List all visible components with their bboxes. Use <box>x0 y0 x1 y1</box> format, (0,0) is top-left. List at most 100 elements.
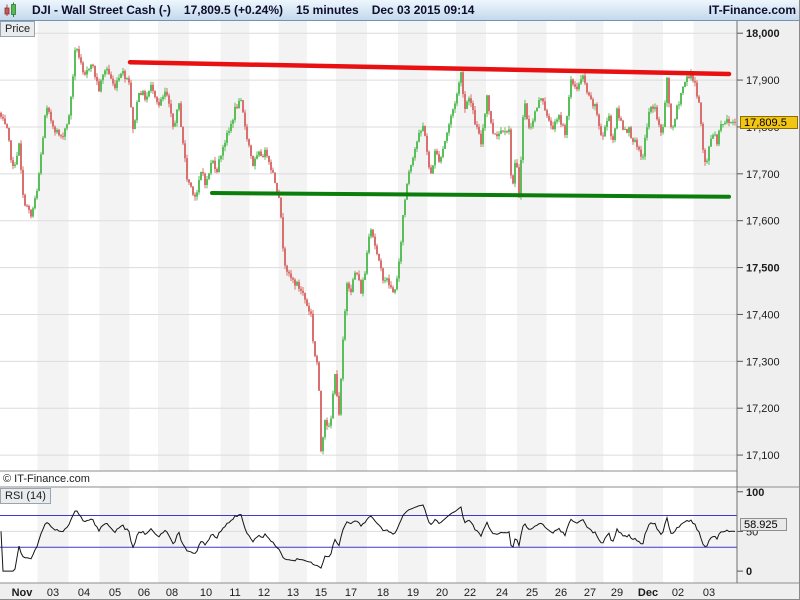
candle-body <box>162 96 164 100</box>
x-axis-label: Dec <box>638 587 658 599</box>
candle-body <box>56 129 58 133</box>
candle-body <box>620 118 622 121</box>
current-price-badge: 17,809.5 <box>740 115 798 129</box>
candle-body <box>556 119 558 122</box>
candle-body <box>302 290 304 294</box>
candle-body <box>150 84 152 92</box>
candle-body <box>540 98 542 101</box>
price-panel-tab[interactable]: Price <box>0 21 36 37</box>
candle-body <box>84 72 86 75</box>
candle-body <box>104 70 106 75</box>
y-tick-label: 17,600 <box>746 216 780 228</box>
candle-body <box>144 91 146 100</box>
candle-body <box>542 98 544 102</box>
candle-body <box>604 126 606 137</box>
candle-body <box>38 173 40 191</box>
candle-body <box>148 91 150 97</box>
candle-body <box>118 77 120 81</box>
candle-body <box>548 115 550 121</box>
candle-body <box>176 109 178 124</box>
candle-body <box>172 113 174 127</box>
candle-body <box>254 158 256 166</box>
candle-body <box>66 124 68 129</box>
candle-body <box>36 190 38 199</box>
panel-separator <box>0 471 737 487</box>
candle-body <box>506 131 508 133</box>
candle-body <box>68 115 70 125</box>
x-axis-label: 29 <box>611 587 623 599</box>
x-axis-label: 11 <box>229 587 240 599</box>
candle-body <box>264 149 266 157</box>
candle-body <box>376 245 378 255</box>
trendline-resistance[interactable] <box>127 60 732 77</box>
candle-body <box>54 126 56 133</box>
candle-body <box>706 160 708 163</box>
candle-body <box>406 183 408 200</box>
candle-body <box>712 135 714 139</box>
candle-body <box>130 82 132 108</box>
candle-body <box>584 75 586 84</box>
candle-body <box>598 114 600 127</box>
candle-body <box>612 136 614 141</box>
candle-body <box>306 299 308 306</box>
candle-body <box>192 186 194 195</box>
candle-body <box>126 78 128 80</box>
candle-body <box>432 165 434 174</box>
candle-body <box>0 112 2 117</box>
day-band <box>398 487 428 583</box>
candle-body <box>678 104 680 106</box>
rsi-panel-tab[interactable]: RSI (14) <box>0 488 51 504</box>
candle-body <box>640 149 642 157</box>
candle-body <box>564 125 566 135</box>
trendline-support[interactable] <box>210 191 731 199</box>
day-band <box>456 21 486 471</box>
candle-body <box>426 135 428 152</box>
candle-body <box>78 49 80 58</box>
candle-body <box>132 107 134 129</box>
candle-body <box>392 287 394 293</box>
candle-body <box>314 341 316 357</box>
candle-body <box>354 272 356 280</box>
candle-body <box>734 121 736 123</box>
candle-body <box>498 133 500 137</box>
candle-body <box>592 99 594 107</box>
y-tick-label: 0 <box>746 566 752 578</box>
x-axis-label: 02 <box>672 587 684 599</box>
candle-body <box>418 132 420 142</box>
candle-body <box>336 374 338 396</box>
candle-body <box>464 94 466 109</box>
candle-body <box>722 123 724 125</box>
candle-body <box>136 102 138 121</box>
candle-body <box>396 278 398 290</box>
datetime-label: Dec 03 2015 09:14 <box>371 3 475 17</box>
candle-body <box>550 120 552 126</box>
candle-body <box>436 150 438 155</box>
candle-body <box>430 167 432 174</box>
candle-body <box>178 103 180 110</box>
candle-body <box>114 83 116 89</box>
candle-body <box>146 96 148 100</box>
candle-body <box>480 133 482 145</box>
candle-body <box>360 280 362 294</box>
candle-body <box>482 128 484 145</box>
candle-body <box>262 155 264 157</box>
candle-body <box>676 105 678 120</box>
candle-body <box>572 79 574 85</box>
candle-body <box>590 95 592 100</box>
candle-body <box>332 393 334 419</box>
candle-body <box>372 229 374 237</box>
candle-body <box>2 116 4 119</box>
candle-body <box>362 280 364 294</box>
candle-body <box>228 131 230 133</box>
candle-body <box>384 280 386 282</box>
candle-body <box>82 62 84 73</box>
candle-body <box>222 147 224 156</box>
candle-body <box>576 86 578 90</box>
candle-body <box>200 171 202 180</box>
candle-body <box>716 134 718 145</box>
day-band <box>398 21 428 471</box>
candle-body <box>614 128 616 141</box>
candle-body <box>290 273 292 279</box>
